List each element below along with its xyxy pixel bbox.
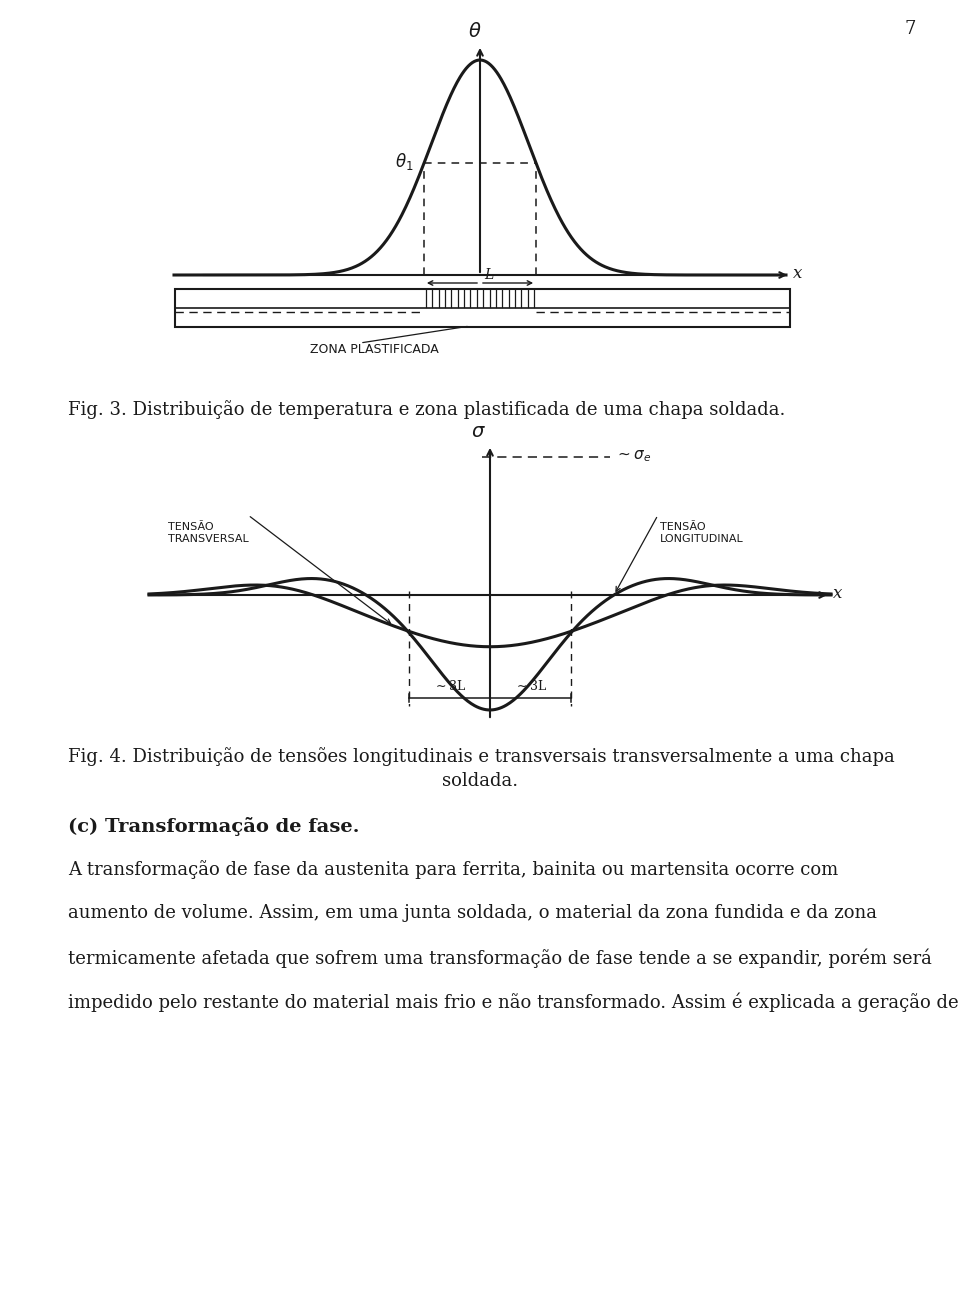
Text: $\theta_1$: $\theta_1$	[396, 151, 414, 172]
Text: $\theta$: $\theta$	[468, 22, 482, 41]
Text: ZONA PLASTIFICADA: ZONA PLASTIFICADA	[310, 343, 439, 356]
Text: A transformação de fase da austenita para ferrita, bainita ou martensita ocorre : A transformação de fase da austenita par…	[68, 860, 838, 878]
Text: $\sigma$: $\sigma$	[471, 423, 486, 441]
Text: x: x	[793, 264, 803, 281]
Text: (c) Transformação de fase.: (c) Transformação de fase.	[68, 817, 359, 836]
Text: aumento de volume. Assim, em uma junta soldada, o material da zona fundida e da : aumento de volume. Assim, em uma junta s…	[68, 903, 877, 922]
Text: impedido pelo restante do material mais frio e não transformado. Assim é explica: impedido pelo restante do material mais …	[68, 992, 959, 1011]
Text: Fig. 4. Distribuição de tensões longitudinais e transversais transversalmente a : Fig. 4. Distribuição de tensões longitud…	[68, 747, 895, 765]
Text: $\sim$3L: $\sim$3L	[433, 679, 467, 693]
Text: x: x	[833, 584, 842, 601]
Text: TENSÃO
TRANSVERSAL: TENSÃO TRANSVERSAL	[168, 522, 249, 543]
Text: TENSÃO
LONGITUDINAL: TENSÃO LONGITUDINAL	[660, 522, 744, 543]
Text: soldada.: soldada.	[442, 772, 518, 790]
Text: $\sim$3L: $\sim$3L	[514, 679, 547, 693]
Text: Fig. 3. Distribuição de temperatura e zona plastificada de uma chapa soldada.: Fig. 3. Distribuição de temperatura e zo…	[68, 400, 785, 419]
Text: 7: 7	[904, 20, 916, 38]
Text: $\sim \sigma_e$: $\sim \sigma_e$	[615, 448, 652, 464]
Text: termicamente afetada que sofrem uma transformação de fase tende a se expandir, p: termicamente afetada que sofrem uma tran…	[68, 948, 932, 968]
Text: L: L	[484, 268, 493, 281]
